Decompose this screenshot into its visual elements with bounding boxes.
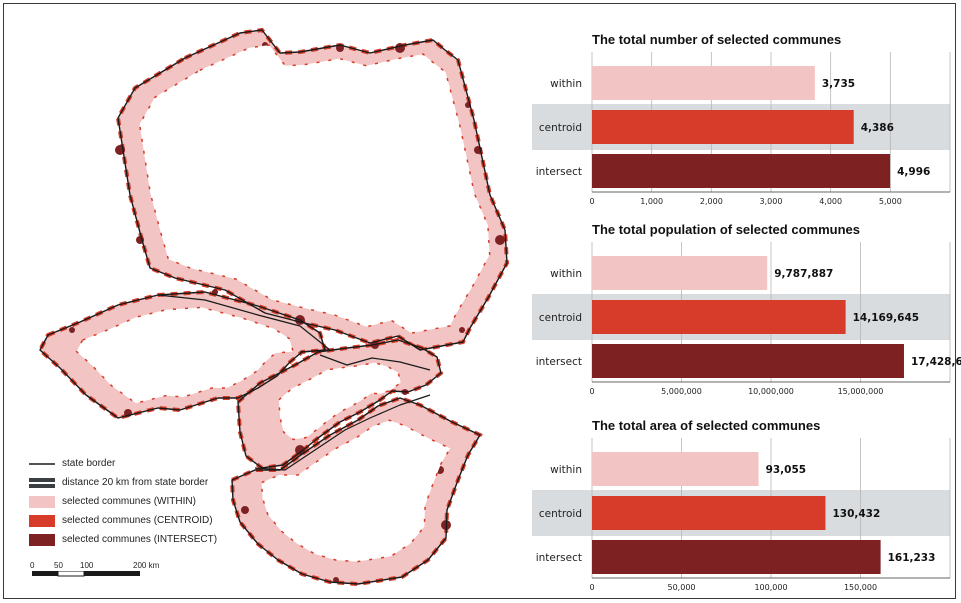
centroid-swatch-icon — [29, 515, 55, 527]
interior-czech — [75, 306, 295, 404]
category-label: intersect — [536, 166, 582, 178]
line-symbol-icon — [29, 463, 55, 465]
tick-label: 0 — [589, 583, 594, 592]
legend-label: selected communes (CENTROID) — [62, 515, 213, 526]
internal-border-cz-pl — [157, 294, 331, 353]
intersect-patch — [495, 235, 505, 245]
value-label: 14,169,645 — [853, 312, 919, 324]
intersect-swatch-icon — [29, 534, 55, 546]
interior-slovakia — [278, 361, 402, 441]
intersect-patch — [333, 577, 339, 583]
tick-label: 5,000 — [879, 197, 902, 206]
scale-label: 100 — [80, 561, 94, 570]
value-label: 161,233 — [888, 552, 936, 564]
border-zone-map — [37, 27, 510, 587]
tick-label: 3,000 — [760, 197, 783, 206]
bar-within — [592, 256, 768, 290]
within-swatch-icon — [29, 496, 55, 508]
tick-label: 1,000 — [640, 197, 663, 206]
value-label: 3,735 — [822, 78, 855, 90]
category-label: intersect — [536, 552, 582, 564]
chart-title: The total population of selected commune… — [592, 222, 860, 237]
internal-border-sk-pl — [319, 354, 431, 371]
chart-3: 0 50,000 100,000 150,000 The total area of s… — [532, 418, 951, 592]
tick-label: 0 — [589, 197, 594, 206]
legend-label: distance 20 km from state border — [62, 477, 209, 488]
bar-within — [592, 66, 815, 100]
value-label: 4,996 — [897, 166, 930, 178]
tick-label: 2,000 — [700, 197, 723, 206]
tick-label: 15,000,000 — [838, 387, 884, 396]
double-band-symbol-icon — [29, 478, 55, 488]
intersect-patch — [69, 327, 75, 333]
tick-label: 50,000 — [668, 583, 696, 592]
bar-centroid — [592, 300, 846, 334]
chart-1: 0 1,000 2,000 3,000 4,000 5,000 The total numb… — [532, 32, 951, 206]
bar-within — [592, 452, 759, 486]
bar-intersect — [592, 540, 881, 574]
tick-label: 100,000 — [754, 583, 787, 592]
category-label: within — [550, 268, 582, 280]
intersect-patch — [459, 327, 465, 333]
category-label: within — [550, 78, 582, 90]
interior-poland — [138, 44, 491, 334]
category-label: intersect — [536, 356, 582, 368]
scale-ruler — [32, 571, 140, 577]
legend-label: selected communes (INTERSECT) — [62, 534, 218, 545]
state-border-slovakia — [237, 339, 442, 469]
chart-2: 0 5,000,000 10,000,000 15,000,000 The total … — [532, 222, 961, 396]
value-label: 9,787,887 — [774, 268, 833, 280]
scale-label: 200 km — [133, 561, 160, 570]
state-border-poland — [117, 29, 508, 351]
value-label: 4,386 — [861, 122, 894, 134]
scale-label: 50 — [54, 561, 63, 570]
tick-label: 150,000 — [844, 583, 877, 592]
tick-label: 0 — [589, 387, 594, 396]
intersect-patch — [241, 506, 249, 514]
chart-title: The total area of selected communes — [592, 418, 820, 433]
state-border-czech — [39, 291, 326, 419]
internal-border-sk-hu — [254, 394, 431, 471]
category-label: within — [550, 464, 582, 476]
tick-label: 5,000,000 — [661, 387, 702, 396]
category-label: centroid — [539, 312, 582, 324]
chart-title: The total number of selected communes — [592, 32, 841, 47]
intersect-patch — [295, 445, 305, 455]
legend-label: state border — [62, 458, 116, 469]
bar-intersect — [592, 344, 904, 378]
tick-label: 10,000,000 — [748, 387, 794, 396]
scale-label: 0 — [30, 561, 35, 570]
value-label: 17,428,677 — [911, 356, 961, 368]
state-border-hungary — [231, 397, 481, 585]
category-label: centroid — [539, 122, 582, 134]
intersect-patch — [212, 289, 218, 295]
bar-centroid — [592, 110, 854, 144]
value-label: 93,055 — [766, 464, 807, 476]
legend-label: selected communes (WITHIN) — [62, 496, 196, 507]
bar-centroid — [592, 496, 826, 530]
tick-label: 4,000 — [819, 197, 842, 206]
value-label: 130,432 — [832, 508, 880, 520]
bar-intersect — [592, 154, 891, 188]
interior-hungary — [260, 419, 452, 563]
category-label: centroid — [539, 508, 582, 520]
